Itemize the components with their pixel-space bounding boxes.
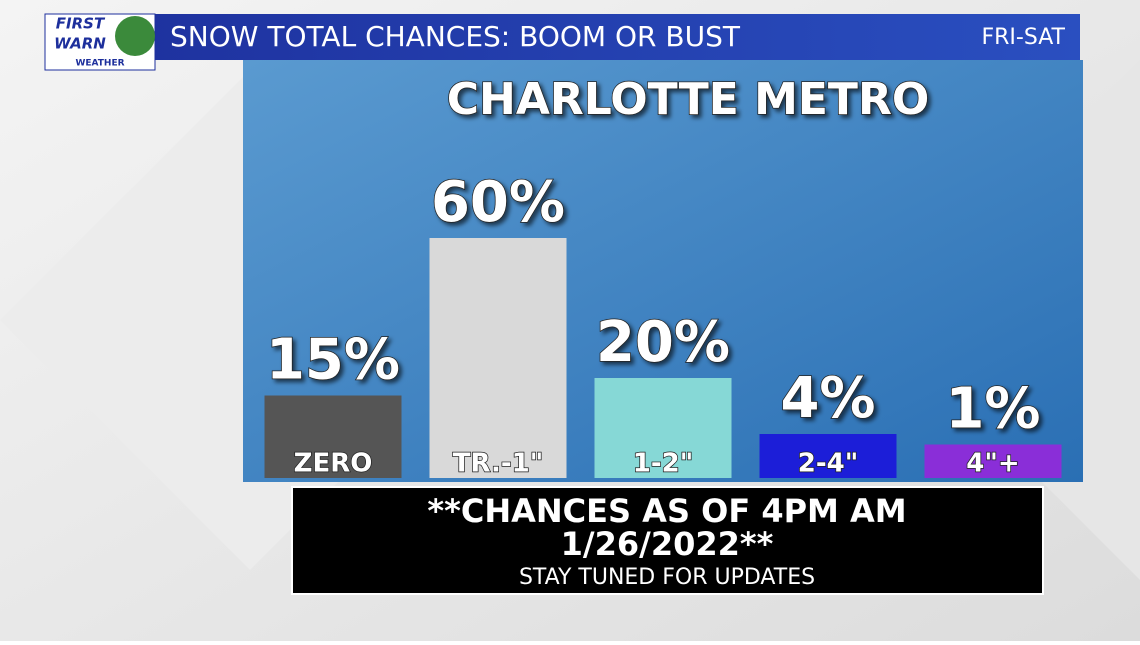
footer-box — [291, 486, 1044, 595]
value-label: 15% — [266, 328, 400, 393]
footer-line: 1/26/2022** — [561, 525, 774, 563]
chart-title: CHARLOTTE METRO — [447, 74, 929, 125]
category-label: TR.-1" — [453, 449, 544, 479]
bar — [264, 395, 402, 478]
header-title: SNOW TOTAL CHANCES: BOOM OR BUST — [170, 20, 741, 53]
logo-radar — [115, 16, 155, 56]
value-label: 60% — [431, 170, 565, 235]
bar — [924, 444, 1062, 478]
value-label: 4% — [780, 366, 875, 431]
value-label: 20% — [596, 310, 730, 375]
category-label: 2-4" — [798, 449, 859, 479]
logo-text: WARN — [54, 35, 106, 53]
category-label: ZERO — [294, 449, 373, 479]
bar — [429, 238, 567, 478]
logo-text: FIRST — [56, 15, 106, 33]
bar — [594, 378, 732, 478]
category-label: 4"+ — [966, 449, 1019, 479]
value-label: 1% — [945, 377, 1040, 442]
bar — [759, 434, 897, 478]
footer-line: **CHANCES AS OF 4PM AM — [427, 492, 906, 530]
logo-text: WEATHER — [75, 59, 124, 69]
footer-line: STAY TUNED FOR UPDATES — [519, 565, 815, 590]
category-label: 1-2" — [633, 449, 694, 479]
header-period: FRI-SAT — [981, 25, 1065, 50]
header-bar — [45, 14, 1080, 60]
